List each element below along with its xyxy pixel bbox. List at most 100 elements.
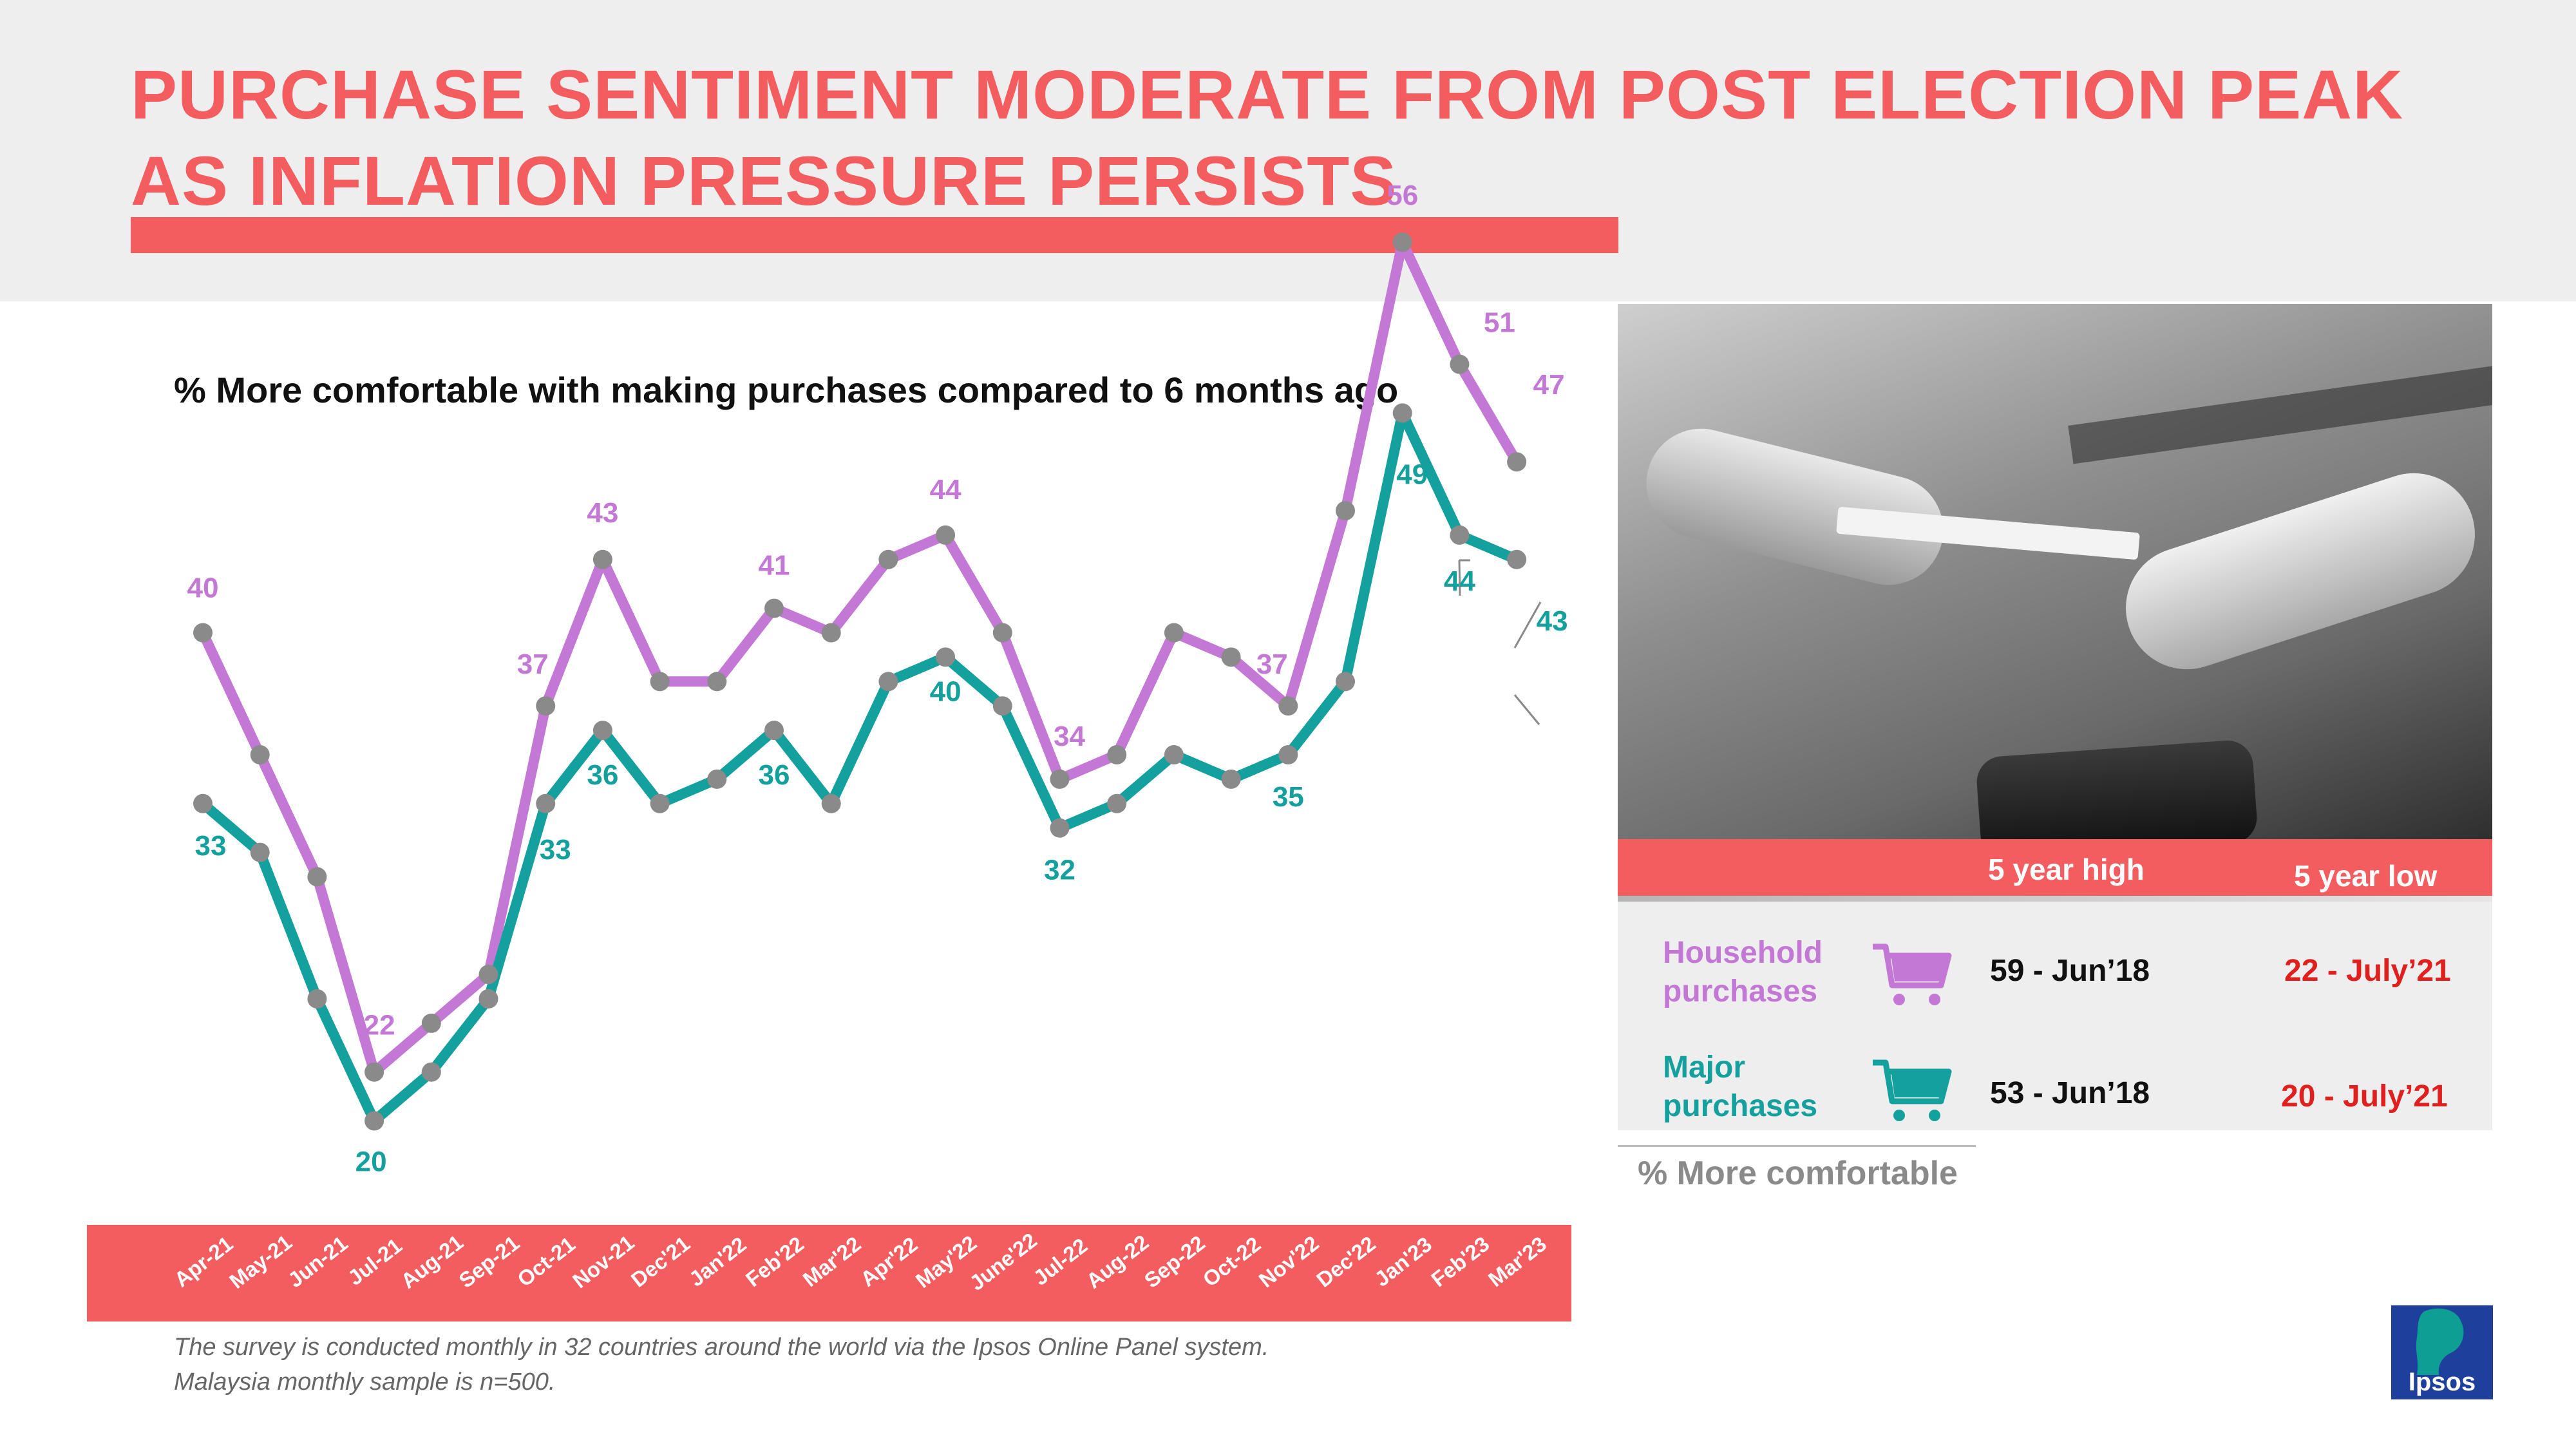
panel-caption: % More comfortable — [1638, 1155, 1958, 1192]
data-point-s1 — [478, 989, 498, 1009]
data-label-s1: 20 — [355, 1146, 387, 1178]
data-point-s1 — [1336, 672, 1355, 692]
data-point-s1 — [650, 793, 670, 813]
data-label-s0: 43 — [587, 497, 618, 529]
x-axis-band — [87, 1225, 1571, 1321]
comparison-table-header: 5 year high 5 year low — [1618, 839, 2492, 902]
shopping-cart-icon — [1873, 1059, 1952, 1121]
data-label-s1: 35 — [1273, 781, 1304, 813]
data-point-s0 — [1507, 452, 1527, 472]
chart-title: % More comfortable with making purchases… — [174, 370, 1399, 410]
data-label-s0: 37 — [1256, 649, 1288, 680]
series-line-0 — [198, 237, 1522, 1077]
data-label-s1: 49 — [1396, 459, 1428, 490]
data-point-s1 — [707, 769, 727, 789]
data-label-s0: 37 — [517, 649, 549, 680]
photo-shelf — [2068, 363, 2492, 464]
data-point-s0 — [1336, 501, 1355, 520]
data-point-s0 — [707, 672, 727, 692]
data-point-s1 — [992, 696, 1012, 716]
footnote-line-1: The survey is conducted monthly in 32 co… — [174, 1334, 1269, 1361]
page-title-line-2: AS INFLATION PRESSURE PERSISTS — [131, 142, 1397, 220]
data-point-s0 — [821, 623, 841, 643]
data-label-s1: 40 — [930, 676, 961, 707]
data-point-s0 — [250, 745, 270, 764]
data-point-s1 — [1050, 818, 1070, 838]
comparison-table: Household purchases 59 - Jun’18 22 - Jul… — [1618, 902, 2492, 1130]
row-label-major-line-1: Major — [1663, 1050, 1746, 1084]
data-label-s0: 40 — [187, 573, 219, 604]
shopping-cart-icon — [1873, 943, 1952, 1005]
data-point-s0 — [193, 623, 213, 643]
household-5-year-low: 22 - July’21 — [2284, 954, 2451, 988]
col-header-5-year-high: 5 year high — [1988, 853, 2145, 886]
ipsos-logo: Ipsos — [2391, 1305, 2493, 1399]
major-5-year-low: 20 - July’21 — [2281, 1079, 2448, 1113]
data-point-s1 — [936, 647, 956, 667]
leader-feb23-household — [1458, 560, 1461, 596]
data-point-s1 — [1392, 403, 1412, 423]
data-point-s1 — [250, 842, 270, 862]
data-point-s0 — [1164, 623, 1184, 643]
data-label-s0: 22 — [364, 1010, 395, 1041]
data-label-s0: 44 — [930, 474, 961, 506]
leader-mar23-major — [1513, 694, 1540, 725]
data-label-s1: 43 — [1537, 605, 1568, 637]
col-header-5-year-low: 5 year low — [2294, 859, 2438, 893]
data-point-s1 — [1164, 745, 1184, 764]
data-point-s1 — [592, 721, 612, 741]
footnote: The survey is conducted monthly in 32 co… — [174, 1330, 1269, 1399]
data-label-s1: 36 — [587, 759, 618, 791]
data-label-s0: 41 — [759, 550, 790, 582]
data-label-s1: 33 — [540, 834, 571, 866]
data-point-s1 — [878, 672, 898, 692]
data-point-s0 — [1450, 354, 1470, 374]
data-point-s0 — [1278, 696, 1298, 716]
data-label-s0: 51 — [1484, 307, 1515, 339]
data-point-s0 — [478, 965, 498, 985]
data-point-s0 — [365, 1062, 384, 1082]
data-label-s1: 32 — [1044, 855, 1075, 886]
data-label-s1: 36 — [759, 759, 790, 791]
photo-hand-right — [2110, 457, 2491, 685]
data-label-s1: 33 — [195, 830, 227, 862]
data-point-s1 — [1450, 525, 1470, 545]
row-label-household: Household purchases — [1663, 934, 1823, 1011]
data-point-s0 — [650, 672, 670, 692]
data-point-s1 — [1107, 793, 1127, 813]
data-point-s1 — [421, 1062, 441, 1082]
row-label-household-line-2: purchases — [1663, 974, 1818, 1009]
data-point-s0 — [421, 1013, 441, 1033]
leader-mar23-household — [1513, 601, 1542, 649]
data-point-s0 — [1221, 647, 1241, 667]
data-point-s0 — [936, 525, 956, 545]
household-5-year-high: 59 - Jun’18 — [1990, 954, 2150, 988]
data-point-s0 — [536, 696, 556, 716]
page-title: PURCHASE SENTIMENT MODERATE FROM POST EL… — [131, 52, 2514, 224]
page-title-line-1: PURCHASE SENTIMENT MODERATE FROM POST EL… — [131, 55, 2404, 133]
header-separator — [1618, 896, 2492, 902]
data-point-s1 — [193, 793, 213, 813]
data-label-s0: 47 — [1533, 369, 1565, 401]
data-point-s1 — [821, 793, 841, 813]
major-5-year-high: 53 - Jun’18 — [1990, 1076, 2150, 1110]
data-point-s0 — [1107, 745, 1127, 764]
row-label-major: Major purchases — [1663, 1048, 1817, 1126]
photo-hand-left — [1634, 417, 1955, 597]
data-point-s1 — [536, 793, 556, 813]
row-label-major-line-2: purchases — [1663, 1089, 1818, 1123]
data-point-s1 — [1221, 769, 1241, 789]
data-point-s0 — [878, 549, 898, 569]
photo-card-terminal — [1975, 739, 2259, 842]
data-point-s1 — [764, 721, 784, 741]
data-point-s0 — [1392, 232, 1412, 252]
payment-photo — [1618, 304, 2492, 842]
logo-wordmark: Ipsos — [2409, 1368, 2476, 1396]
data-point-s1 — [1278, 745, 1298, 764]
data-point-s0 — [592, 549, 612, 569]
caption-divider — [1618, 1145, 1976, 1147]
data-point-s1 — [1507, 549, 1527, 569]
data-point-s0 — [1050, 769, 1070, 789]
data-point-s0 — [307, 867, 327, 887]
